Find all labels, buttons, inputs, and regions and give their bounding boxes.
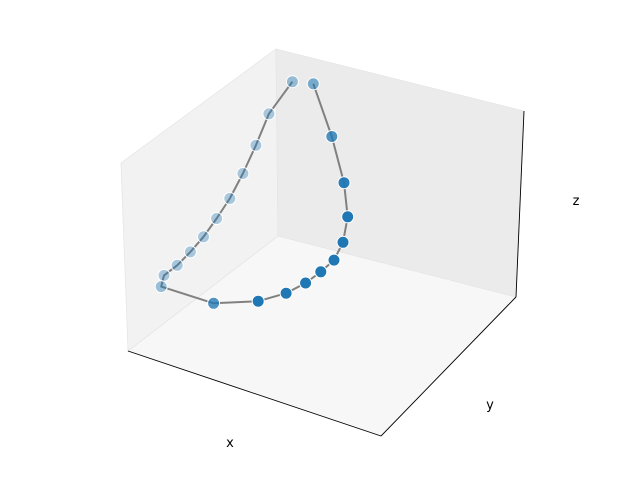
data-point-0 bbox=[285, 75, 299, 89]
axes-panes bbox=[120, 48, 525, 437]
data-point-8 bbox=[170, 258, 184, 272]
data-point-12 bbox=[251, 294, 265, 308]
data-point-5 bbox=[210, 212, 224, 225]
data-point-14 bbox=[299, 276, 313, 290]
data-point-11 bbox=[207, 296, 221, 310]
data-point-1 bbox=[262, 107, 276, 121]
data-point-21 bbox=[306, 77, 320, 91]
series-line bbox=[160, 81, 349, 305]
data-series bbox=[154, 75, 355, 310]
data-point-9 bbox=[157, 268, 171, 282]
y-axis-label: y bbox=[486, 398, 494, 413]
z-axis-line bbox=[515, 110, 525, 298]
x-axis-line bbox=[127, 350, 382, 437]
data-point-10 bbox=[154, 280, 168, 294]
data-point-3 bbox=[236, 167, 250, 180]
data-point-13 bbox=[279, 286, 293, 300]
data-point-6 bbox=[197, 230, 210, 244]
data-point-2 bbox=[249, 138, 263, 152]
data-point-7 bbox=[183, 245, 197, 259]
data-point-20 bbox=[325, 130, 339, 143]
z-axis-label: z bbox=[573, 194, 580, 209]
data-point-4 bbox=[223, 192, 237, 205]
data-point-17 bbox=[336, 235, 350, 249]
data-point-16 bbox=[327, 253, 341, 267]
data-point-19 bbox=[337, 176, 351, 190]
series-markers bbox=[154, 75, 355, 310]
data-point-18 bbox=[341, 210, 355, 224]
x-axis-label: x bbox=[226, 436, 234, 451]
data-point-15 bbox=[314, 265, 328, 279]
y-axis-line bbox=[380, 296, 517, 437]
axis-edges bbox=[127, 110, 525, 437]
